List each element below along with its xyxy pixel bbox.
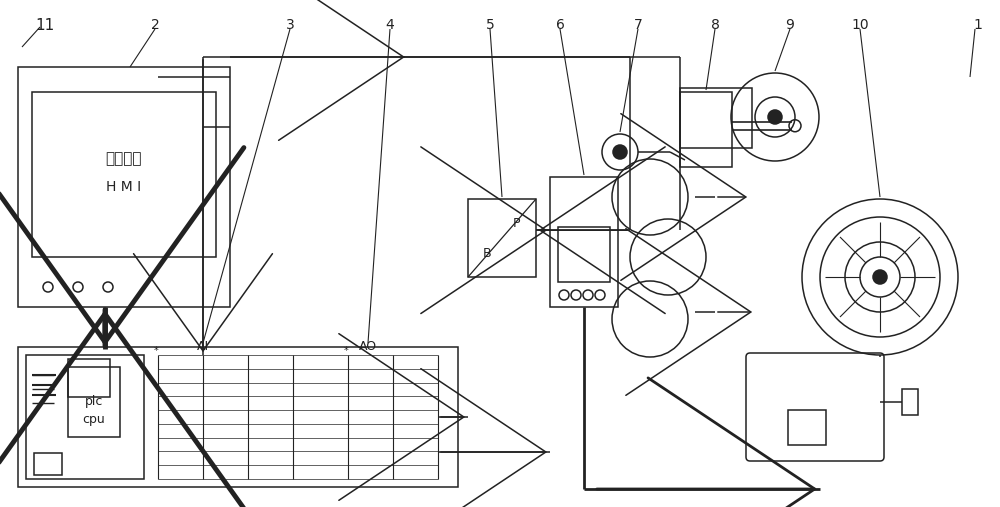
Text: AO: AO [359,341,377,353]
Bar [68,359,110,397]
Bar [32,92,216,257]
Bar [18,67,230,307]
Bar [788,410,826,445]
Text: 人机界面: 人机界面 [106,151,142,166]
Text: 9: 9 [786,18,794,32]
Bar [68,367,120,437]
Text: AI: AI [197,341,209,353]
Text: 4: 4 [386,18,394,32]
Circle shape [613,145,627,159]
Text: *: * [154,346,158,356]
Bar [468,199,536,277]
Text: 1: 1 [974,18,982,32]
Text: *: * [344,346,348,356]
Text: cpu: cpu [83,413,105,425]
Text: 3: 3 [286,18,294,32]
Bar [558,227,610,282]
Bar [680,88,752,148]
Circle shape [768,110,782,124]
Text: P: P [513,218,521,231]
Circle shape [873,270,887,284]
Text: B: B [483,247,491,260]
Bar [18,347,458,487]
Text: 2: 2 [151,18,159,32]
Text: 5: 5 [486,18,494,32]
Text: plc: plc [85,395,103,409]
Bar [550,177,618,307]
Text: H M I: H M I [106,180,142,194]
Text: 11: 11 [35,18,54,32]
Text: 10: 10 [851,18,869,32]
Bar [34,453,62,475]
Text: 8: 8 [711,18,719,32]
Text: 7: 7 [634,18,642,32]
Bar [902,389,918,415]
Text: 6: 6 [556,18,564,32]
Bar [26,355,144,479]
Bar [680,92,732,167]
